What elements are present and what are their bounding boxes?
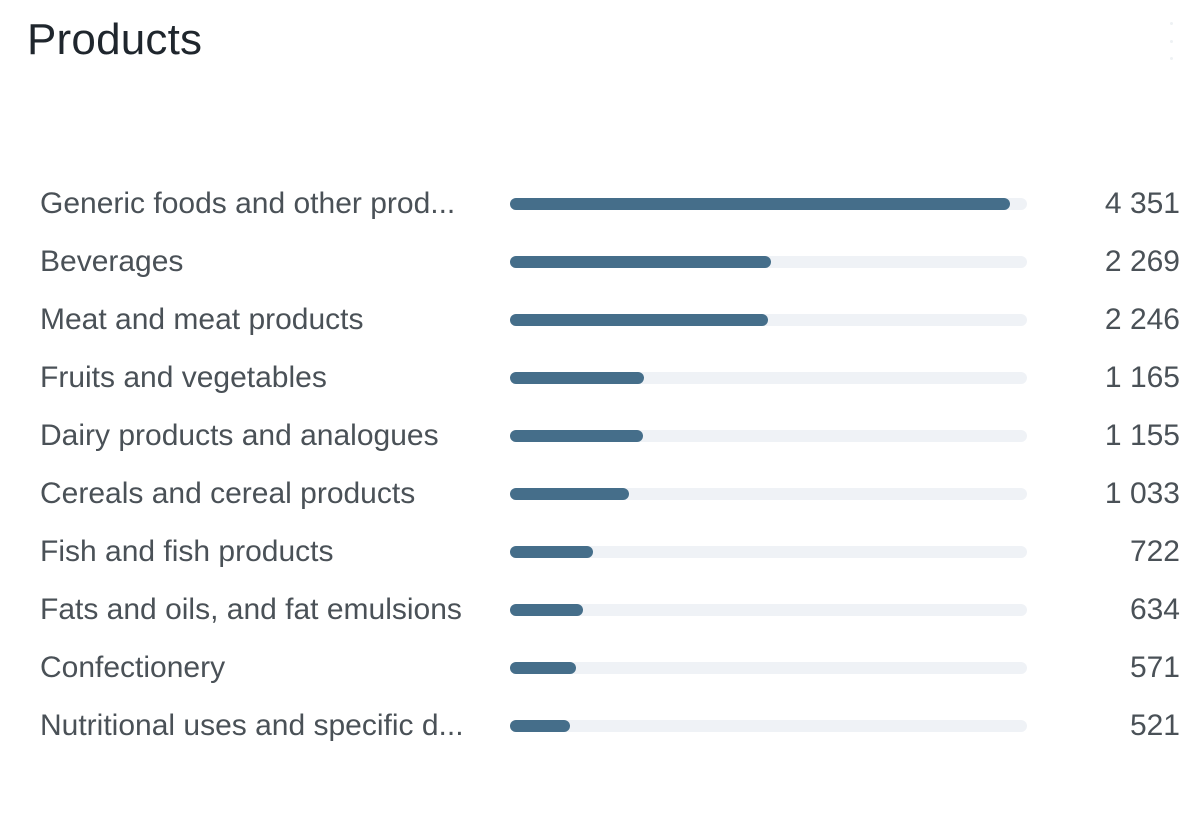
- bar-row[interactable]: Confectionery 571: [0, 639, 1200, 697]
- bar-value: 521: [1129, 709, 1180, 742]
- bar-track: [510, 314, 1027, 326]
- bar-row[interactable]: Beverages 2 269: [0, 233, 1200, 291]
- bar-track: [510, 604, 1027, 616]
- bar-track: [510, 256, 1027, 268]
- bar-label: Generic foods and other prod...: [40, 187, 456, 220]
- bar-track: [510, 546, 1027, 558]
- bar-row[interactable]: Generic foods and other prod... 4 351: [0, 175, 1200, 233]
- bar-track: [510, 430, 1027, 442]
- bar-value: 1 155: [1104, 419, 1180, 452]
- menu-dot: [1169, 57, 1173, 60]
- bar-row[interactable]: Fish and fish products 722: [0, 523, 1200, 581]
- bar-fill: [510, 372, 644, 384]
- bar-value: 722: [1129, 535, 1180, 568]
- bar-row[interactable]: Cereals and cereal products 1 033: [0, 465, 1200, 523]
- bar-track: [510, 488, 1027, 500]
- bar-fill: [510, 430, 643, 442]
- bar-row[interactable]: Dairy products and analogues 1 155: [0, 407, 1200, 465]
- bar-value: 2 246: [1104, 303, 1180, 336]
- bar-row[interactable]: Nutritional uses and specific d... 521: [0, 697, 1200, 755]
- bar-label: Dairy products and analogues: [40, 419, 439, 452]
- bar-fill: [510, 256, 771, 268]
- bar-value: 571: [1129, 651, 1180, 684]
- bar-label: Fats and oils, and fat emulsions: [40, 593, 462, 626]
- bar-chart: Generic foods and other prod... 4 351 Be…: [0, 175, 1200, 755]
- bar-fill: [510, 314, 768, 326]
- bar-value: 1 165: [1104, 361, 1180, 394]
- bar-value: 2 269: [1104, 245, 1180, 278]
- bar-track: [510, 198, 1027, 210]
- bar-fill: [510, 488, 629, 500]
- page-title: Products: [27, 15, 203, 64]
- bar-label: Cereals and cereal products: [40, 477, 416, 510]
- bar-fill: [510, 198, 1010, 210]
- bar-row[interactable]: Meat and meat products 2 246: [0, 291, 1200, 349]
- bar-value: 634: [1129, 593, 1180, 626]
- bar-row[interactable]: Fruits and vegetables 1 165: [0, 349, 1200, 407]
- bar-label: Fish and fish products: [40, 535, 334, 568]
- bar-label: Confectionery: [40, 651, 226, 684]
- bar-fill: [510, 662, 576, 674]
- menu-dot: [1169, 22, 1173, 25]
- bar-fill: [510, 546, 593, 558]
- bar-label: Nutritional uses and specific d...: [40, 709, 464, 742]
- bar-value: 1 033: [1104, 477, 1180, 510]
- bar-fill: [510, 720, 570, 732]
- more-options-icon[interactable]: [1168, 22, 1174, 60]
- bar-label: Fruits and vegetables: [40, 361, 327, 394]
- bar-label: Beverages: [40, 245, 184, 278]
- bar-track: [510, 720, 1027, 732]
- menu-dot: [1169, 39, 1173, 43]
- bar-track: [510, 662, 1027, 674]
- bar-fill: [510, 604, 583, 616]
- bar-label: Meat and meat products: [40, 303, 364, 336]
- bar-value: 4 351: [1104, 187, 1180, 220]
- bar-row[interactable]: Fats and oils, and fat emulsions 634: [0, 581, 1200, 639]
- bar-track: [510, 372, 1027, 384]
